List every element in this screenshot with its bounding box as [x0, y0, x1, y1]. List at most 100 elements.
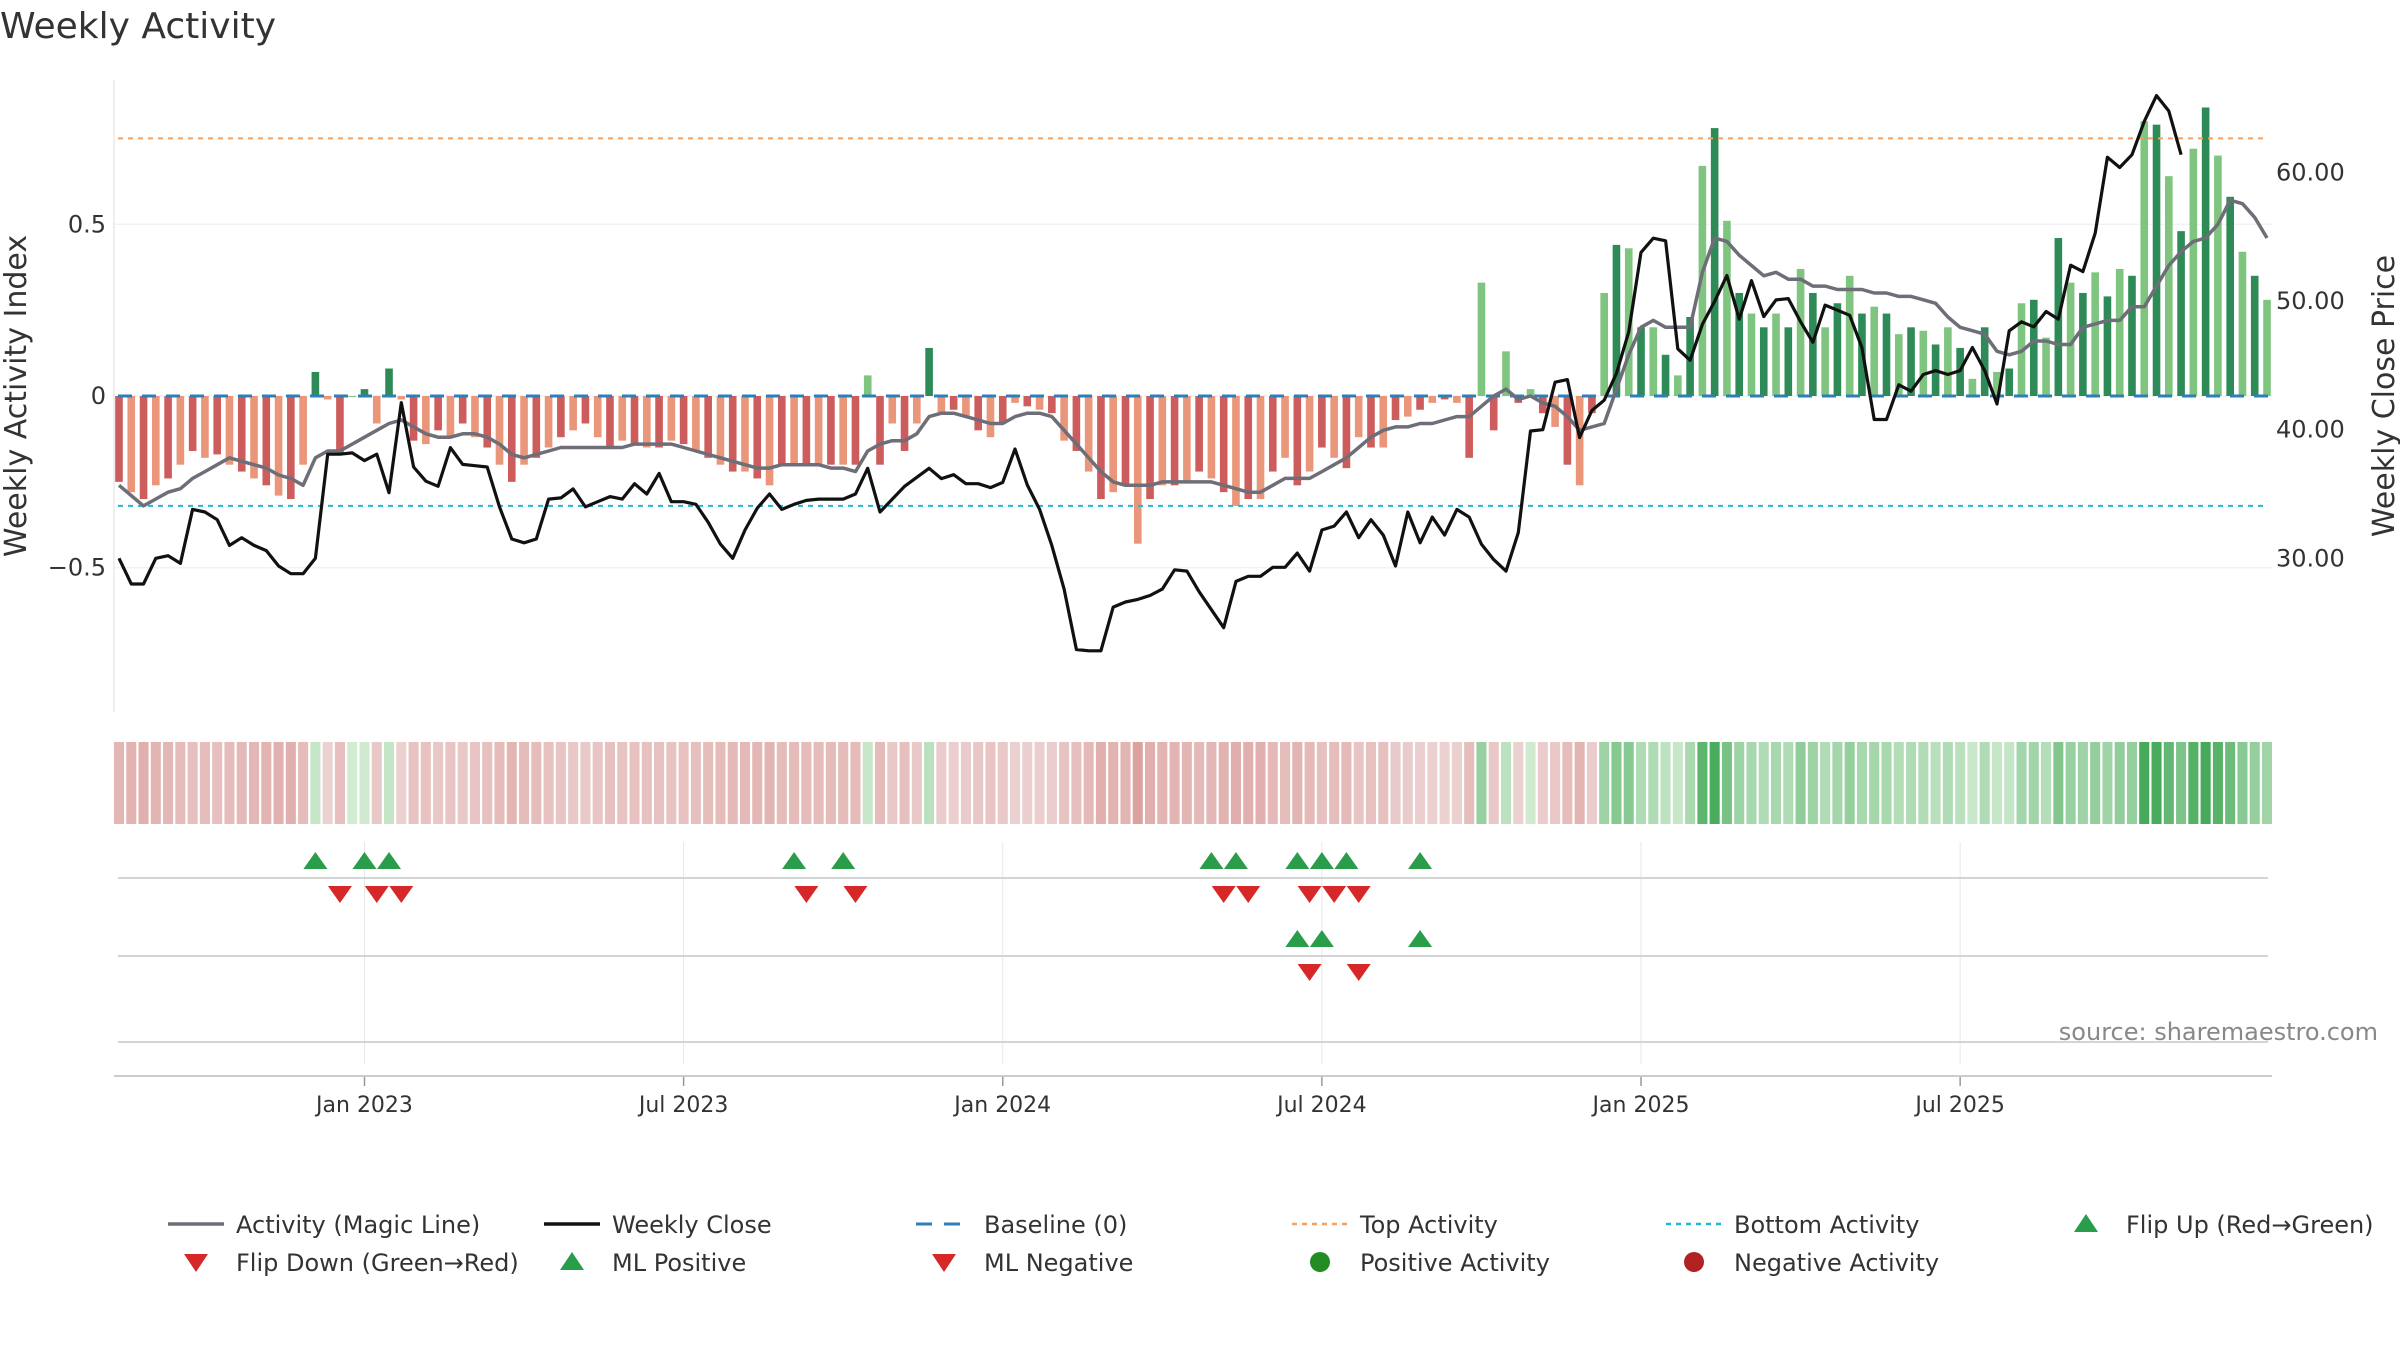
activity-bar [913, 396, 921, 424]
activity-bar [1747, 313, 1756, 396]
series-lines [117, 94, 2269, 653]
heat-cell [973, 742, 984, 824]
heat-cell [2176, 742, 2187, 824]
activity-bar [139, 396, 148, 500]
heat-cell [1672, 742, 1683, 824]
heat-cell [727, 742, 738, 824]
heat-cell [825, 742, 836, 824]
activity-bar [1268, 396, 1277, 472]
heat-cell [776, 742, 787, 824]
heat-cell [1844, 742, 1855, 824]
heat-cell [1746, 742, 1757, 824]
activity-bar [667, 396, 676, 441]
flip-down-marker [1297, 886, 1322, 903]
legend-item: Activity (Magic Line) [168, 1211, 480, 1239]
flip-up-marker [1408, 852, 1433, 869]
activity-bar [1502, 351, 1510, 396]
heat-cell [1059, 742, 1070, 824]
heat-cell [1783, 742, 1794, 824]
heat-cell [187, 742, 198, 824]
activity-bar [507, 396, 516, 482]
activity-bar [642, 396, 651, 448]
heat-cell [1353, 742, 1364, 824]
activity-bar [1833, 303, 1842, 396]
heat-cell [899, 742, 910, 824]
flip-down-marker [327, 886, 352, 903]
flip-up-marker [831, 852, 856, 869]
activity-bar [1612, 244, 1621, 396]
activity-bar [1772, 313, 1780, 396]
heat-cell [1218, 742, 1229, 824]
activity-bar [1048, 396, 1056, 414]
activity-bar [1403, 396, 1412, 417]
activity-bar [1600, 292, 1608, 396]
legend-item: ML Negative [932, 1249, 1133, 1277]
ml-positive-marker [1408, 930, 1433, 947]
activity-bar [287, 396, 295, 500]
heat-cell [2065, 742, 2076, 824]
activity-bars [115, 107, 2271, 544]
heat-cell [396, 742, 407, 824]
activity-bar [262, 396, 271, 486]
activity-bar [778, 396, 786, 465]
heat-cell [2188, 742, 2199, 824]
activity-bar [557, 396, 565, 438]
heat-cell [2041, 742, 2052, 824]
heat-cell [764, 742, 775, 824]
magic-line [117, 198, 2269, 508]
legend-swatch [932, 1254, 956, 1272]
activity-bar [863, 375, 872, 396]
heat-cell [519, 742, 530, 824]
heat-cell [1378, 742, 1389, 824]
x-tick-label: Jul 2024 [1275, 1093, 1367, 1118]
heat-cell [1341, 742, 1352, 824]
activity-bar [1072, 396, 1081, 451]
heat-cell [1427, 742, 1438, 824]
heat-cell [2237, 742, 2248, 824]
activity-bar [1367, 396, 1375, 448]
legend-item: ML Positive [560, 1249, 746, 1277]
heat-cell [752, 742, 763, 824]
activity-bar [1796, 268, 1805, 396]
heat-cell [261, 742, 272, 824]
activity-bar [520, 396, 528, 465]
heat-cell [1930, 742, 1941, 824]
activity-bar [962, 396, 970, 417]
heat-cell [1869, 742, 1880, 824]
activity-bar [765, 396, 774, 486]
activity-bar [1440, 396, 1449, 400]
heat-cell [641, 742, 652, 824]
ml-negative-marker [1346, 964, 1371, 981]
activity-bar [1759, 327, 1768, 396]
legend-label: Negative Activity [1734, 1249, 1939, 1277]
activity-bar [1158, 396, 1167, 486]
activity-bar [593, 396, 602, 438]
legend-label: Weekly Close [612, 1211, 772, 1239]
heat-cell [1832, 742, 1843, 824]
activity-bar [986, 396, 995, 438]
activity-bar [1649, 327, 1658, 396]
ml-positive-marker [1309, 930, 1334, 947]
activity-bar [458, 396, 467, 424]
heat-cell [1918, 742, 1929, 824]
activity-bar [827, 396, 835, 465]
activity-bar [1379, 396, 1388, 448]
activity-bar [679, 396, 688, 445]
activity-bar [2226, 196, 2234, 396]
activity-bar [1845, 275, 1854, 396]
heat-cell [359, 742, 370, 824]
heat-cell [1648, 742, 1659, 824]
heat-cell [1402, 742, 1413, 824]
activity-bar [618, 396, 627, 441]
flip-down-marker [389, 886, 414, 903]
activity-bar [1109, 396, 1118, 493]
activity-bar [1256, 396, 1265, 500]
heat-cell [1439, 742, 1450, 824]
activity-bar [2214, 155, 2222, 396]
heat-cell [703, 742, 714, 824]
activity-bar [1968, 378, 1977, 396]
heat-cell [1267, 742, 1278, 824]
heat-cell [334, 742, 345, 824]
heat-cell [506, 742, 517, 824]
heat-cell [1660, 742, 1671, 824]
